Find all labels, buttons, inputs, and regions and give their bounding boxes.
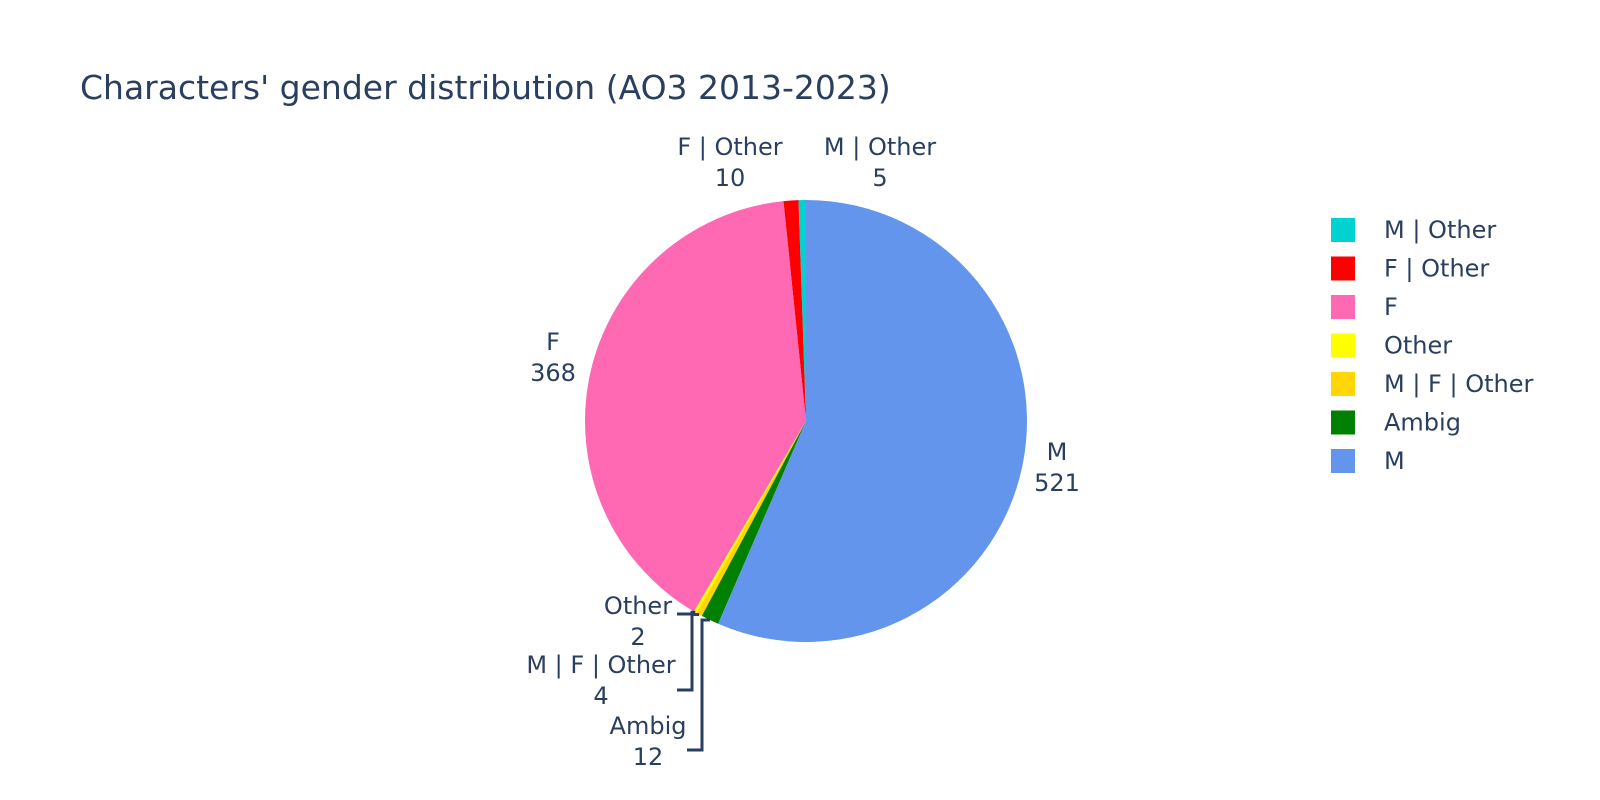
chart-title: Characters' gender distribution (AO3 201… [80,68,891,107]
legend-label: M [1384,447,1405,475]
slice-value-m-f-other: 4 [593,682,608,710]
legend-swatch [1331,410,1355,435]
slice-labels: M | Other 5 F | Other 10 F 368 Other 2M | F | O… [526,133,1080,771]
legend-item-m[interactable]: M [1331,447,1405,475]
pie-slices [584,200,1028,642]
legend-label: Other [1384,332,1452,360]
slice-other[interactable] [693,421,806,614]
legend-swatch [1331,449,1355,473]
legend-label: Ambig [1384,409,1461,437]
legend-item-ambig[interactable]: Ambig [1331,409,1461,437]
legend-swatch [1331,372,1355,396]
slice-value-f-other: 10 [715,164,746,192]
legend-item-f[interactable]: F [1331,293,1398,321]
slice-f[interactable] [584,201,806,612]
slice-ambig[interactable] [701,421,806,624]
slice-label-f: F [546,328,560,356]
slice-value-f: 368 [530,359,576,387]
legend-label: F | Other [1384,255,1489,283]
legend-label: M | Other [1384,216,1496,244]
slice-label-other: Other [604,592,672,620]
leader-line-ambig [687,618,710,752]
slice-label-f-other: F | Other [677,133,782,161]
leader-line-m-f-other [677,613,700,692]
slice-m[interactable] [718,200,1028,642]
legend-swatch [1331,218,1355,242]
slice-m-other[interactable] [798,200,806,421]
slice-label-m-f-other: M | F | Other [526,651,675,679]
slice-m-f-other[interactable] [696,421,806,616]
legend-item-m-other[interactable]: M | Other [1331,216,1496,244]
slice-label-ambig: Ambig [610,712,687,740]
legend-item-f-other[interactable]: F | Other [1331,255,1489,283]
slice-value-other: 2 [630,623,645,651]
slice-label-m-other: M | Other [824,133,936,161]
slice-f-other[interactable] [783,200,806,421]
legend-label: M | F | Other [1384,370,1533,398]
slice-value-m-other: 5 [872,164,887,192]
legend-swatch [1331,295,1355,319]
legend-item-m-f-other[interactable]: M | F | Other [1331,370,1533,398]
slice-value-m: 521 [1034,469,1080,497]
legend-swatch [1331,333,1355,358]
legend-item-other[interactable]: Other [1331,332,1452,360]
slice-label-m: M [1047,438,1068,466]
legend[interactable]: M | Other F | Other F Other M | F | Other Amb… [1331,216,1533,475]
slice-value-ambig: 12 [633,743,664,771]
leader-lines [677,610,710,752]
legend-label: F [1384,293,1398,321]
legend-swatch [1331,256,1355,281]
